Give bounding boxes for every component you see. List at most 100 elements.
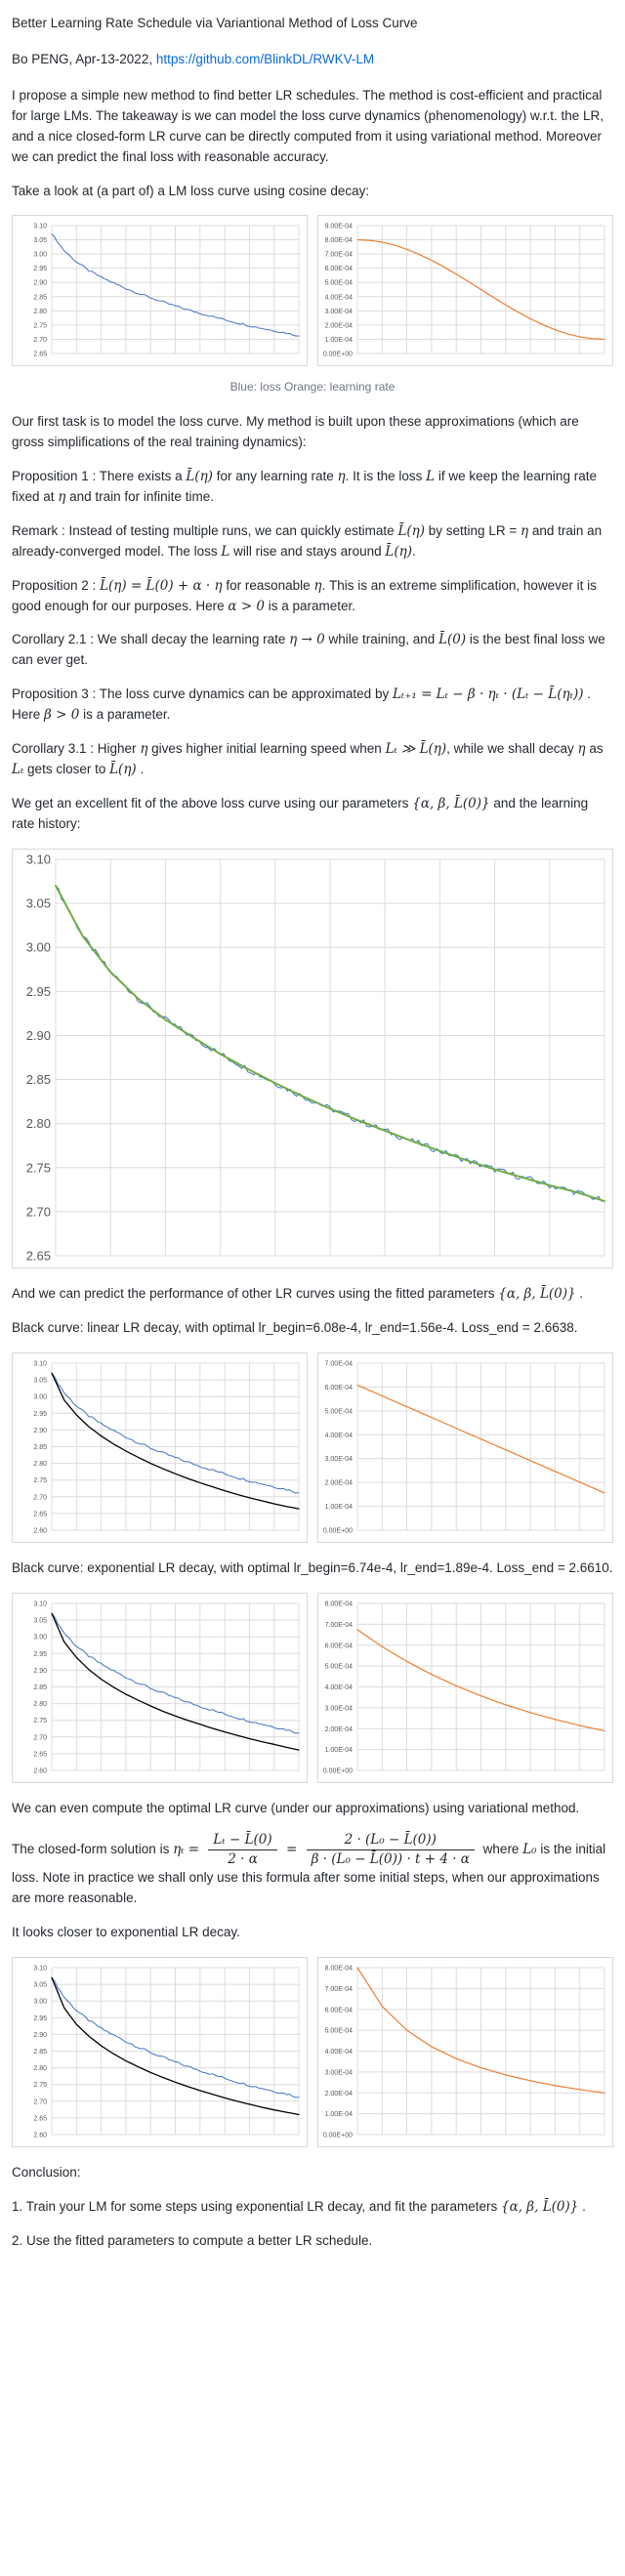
y-tick-label: 2.85 <box>33 1684 47 1691</box>
math-fraction: 2 · (L₀ − L̄(0)) β · (L₀ − L̄(0)) · t + 4… <box>306 1832 475 1868</box>
y-tick-label: 3.05 <box>33 1377 47 1384</box>
paragraph-proposition-2: Proposition 2 : L̄(η) = L̄(0) + α · η fo… <box>12 576 613 617</box>
paragraph-closed-form: The closed-form solution is ηₜ = Lₜ − L̄… <box>12 1832 613 1909</box>
paragraph-remark: Remark : Instead of testing multiple run… <box>12 521 613 562</box>
text-run: and the learning rate history: <box>12 795 589 831</box>
series-loss-(cosine) <box>51 1612 300 1733</box>
text-run: We get an excellent fit of the above los… <box>12 795 413 810</box>
text-run: , while we shall decay <box>446 741 578 757</box>
y-tick-label: 3.00 <box>33 1393 47 1400</box>
y-tick-label: 2.70 <box>26 1204 51 1219</box>
chart-loss-linear: 3.10 3.05 3.00 2.95 2.90 2.85 2.80 2.75 2.70 2.65… <box>12 1351 308 1543</box>
y-tick-label: 3.00 <box>33 1999 47 2006</box>
chart-lr-closed-form: 8.00E-04 7.00E-04 6.00E-04 5.00E-04 4.00E-04… <box>317 1957 613 2147</box>
y-tick-label: 6.00E-04 <box>325 1385 354 1392</box>
math-inline: {α, β, L̄(0)} <box>501 2198 579 2215</box>
y-tick-label: 2.85 <box>33 1444 47 1451</box>
y-tick-label: 2.90 <box>33 1667 47 1674</box>
y-tick-label: 1.00E-04 <box>325 337 354 344</box>
math-inline: L̄(η) <box>186 468 213 484</box>
text-run: I propose a simple new method to find be… <box>12 87 604 164</box>
y-tick-label: 2.95 <box>26 984 51 999</box>
text-run: Corollary 2.1 : We shall decay the learn… <box>12 632 290 647</box>
chart-svg: 8.00E-04 7.00E-04 6.00E-04 5.00E-04 4.00E-04… <box>323 1966 605 2140</box>
y-tick-label: 2.65 <box>33 1511 47 1517</box>
y-tick-label: 2.65 <box>33 2115 47 2122</box>
y-tick-label: 3.00E-04 <box>325 1705 354 1712</box>
text-run: Proposition 2 : <box>12 577 101 593</box>
text-run: Black curve: linear LR decay, with optim… <box>12 1319 578 1335</box>
text-run: We can even compute the optimal LR curve… <box>12 1800 580 1815</box>
paragraph-conclusion-step-2: 2. Use the fitted parameters to compute … <box>12 2231 613 2252</box>
y-tick-label: 8.00E-04 <box>325 238 354 245</box>
paragraph-fit-intro: We get an excellent fit of the above los… <box>12 794 613 835</box>
y-tick-label: 3.00 <box>33 252 47 259</box>
y-tick-label: 7.00E-04 <box>325 1621 354 1628</box>
y-tick-label: 8.00E-04 <box>325 1966 354 1973</box>
y-tick-label: 3.00E-04 <box>325 309 354 315</box>
paragraph-take-a-look: Take a look at (a part of) a LM loss cur… <box>12 182 613 202</box>
paragraph-exp-result: Black curve: exponential LR decay, with … <box>12 1558 613 1579</box>
y-tick-label: 7.00E-04 <box>325 1360 354 1367</box>
fraction-numerator: 2 · (L₀ − L̄(0)) <box>306 1832 475 1851</box>
chart-loss-closed-form: 3.10 3.05 3.00 2.95 2.90 2.85 2.80 2.75 2.70 2.65… <box>12 1957 308 2147</box>
y-tick-label: 1.00E-04 <box>325 1747 354 1754</box>
math-inline: Lₜ ≫ L̄(η) <box>385 741 447 758</box>
y-tick-label: 7.00E-04 <box>325 252 354 259</box>
y-tick-label: 0.00E+00 <box>323 2133 353 2140</box>
series-learning-rate <box>356 1628 605 1731</box>
fraction-denominator: 2 · α <box>228 1851 258 1868</box>
y-tick-label: 3.10 <box>33 1966 47 1973</box>
math-inline: η <box>313 577 322 594</box>
paragraph-closer-exp: It looks closer to exponential LR decay. <box>12 1923 613 1943</box>
byline-text: Bo PENG, Apr-13-2022, <box>12 51 156 66</box>
chart-svg: 9.00E-04 8.00E-04 7.00E-04 6.00E-04 5.00E-04… <box>323 224 605 358</box>
chart-loss-fit: 3.10 3.05 3.00 2.95 2.90 2.85 2.80 2.75 2.70 2.65 <box>12 848 613 1268</box>
paragraph-corollary-3-1: Corollary 3.1 : Higher η gives higher in… <box>12 739 613 780</box>
y-tick-label: 2.85 <box>26 1072 51 1087</box>
math-inline: {α, β, L̄(0)} <box>412 795 490 811</box>
y-tick-label: 2.90 <box>33 1428 47 1434</box>
text-run: Corollary 3.1 : Higher <box>12 741 141 757</box>
y-tick-label: 6.00E-04 <box>325 1642 354 1649</box>
text-run: by setting LR = <box>425 522 521 538</box>
y-tick-label: 3.05 <box>33 238 47 245</box>
y-tick-label: 2.60 <box>33 1527 47 1534</box>
y-tick-label: 2.60 <box>33 2133 47 2140</box>
y-tick-label: 3.05 <box>33 1617 47 1624</box>
text-run: Black curve: exponential LR decay, with … <box>12 1559 613 1575</box>
y-tick-label: 2.70 <box>33 1494 47 1501</box>
y-tick-label: 2.70 <box>33 337 47 344</box>
text-run: gives higher initial learning speed when <box>147 741 386 757</box>
y-tick-label: 6.00E-04 <box>325 267 354 273</box>
y-tick-label: 0.00E+00 <box>323 352 353 358</box>
math-fraction: Lₜ − L̄(0) 2 · α <box>208 1832 277 1868</box>
y-tick-label: 3.05 <box>33 1982 47 1989</box>
paragraph-variational: We can even compute the optimal LR curve… <box>12 1799 613 1819</box>
math-inline: α > 0 <box>228 598 266 614</box>
text-run: for any learning rate <box>212 468 338 483</box>
series-fit <box>55 884 605 1202</box>
series-loss <box>51 233 300 338</box>
y-tick-label: 7.00E-04 <box>325 1986 354 1993</box>
y-tick-label: 2.65 <box>26 1248 51 1263</box>
y-tick-label: 3.10 <box>33 224 47 230</box>
series-predicted-loss-(optimal-decay) <box>51 1976 300 2116</box>
text-run: . <box>575 1285 584 1301</box>
math-inline: L̄(0) <box>438 632 467 648</box>
y-tick-label: 1.00E-04 <box>325 2111 354 2118</box>
text-run: and train for infinite time. <box>65 488 214 504</box>
paragraph-conclusion-step-1: 1. Train your LM for some steps using ex… <box>12 2197 613 2218</box>
y-tick-label: 8.00E-04 <box>325 1600 354 1607</box>
repo-link[interactable]: https://github.com/BlinkDL/RWKV-LM <box>155 51 375 66</box>
text-run: is the initial loss. Note in practice we… <box>12 1842 606 1906</box>
figure-caption: Blue: loss Orange: learning rate <box>229 380 396 395</box>
math-inline: L̄(η) <box>109 762 137 778</box>
y-tick-label: 2.75 <box>33 1477 47 1484</box>
series-learning-rate <box>356 239 605 341</box>
y-tick-label: 2.80 <box>26 1116 51 1131</box>
chart-svg: 3.10 3.05 3.00 2.95 2.90 2.85 2.80 2.75 2.70 2.65… <box>33 1600 300 1774</box>
text-run: Remark : Instead of testing multiple run… <box>12 522 398 538</box>
y-tick-label: 4.00E-04 <box>325 2049 354 2056</box>
math-inline: L₀ <box>522 1842 537 1858</box>
